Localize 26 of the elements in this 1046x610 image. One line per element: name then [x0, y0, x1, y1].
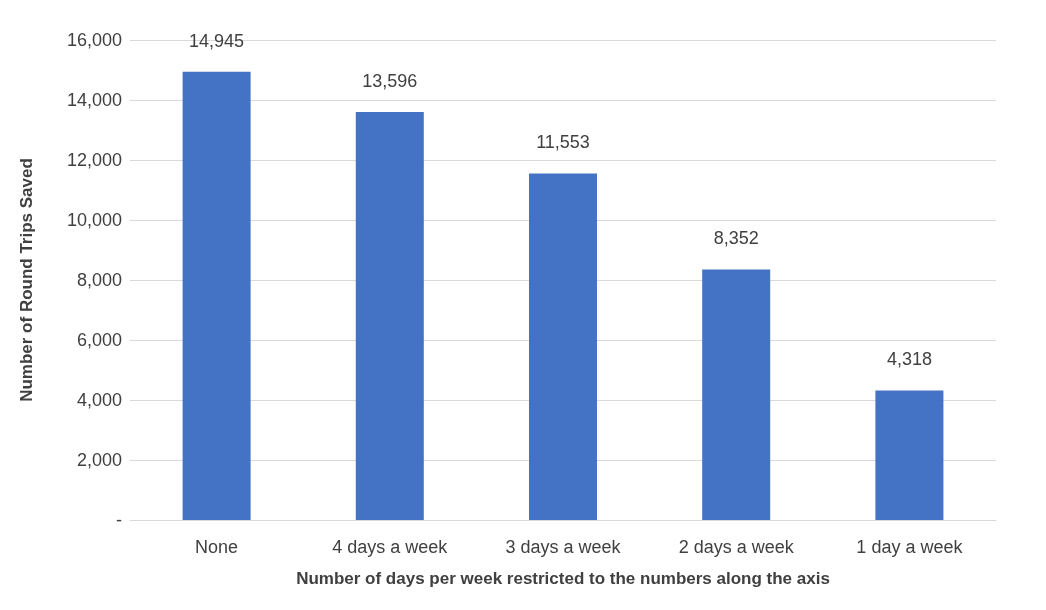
data-label: 13,596 [362, 71, 418, 92]
y-tick-label: 16,000 [66, 30, 122, 50]
y-tick-label: 2,000 [76, 450, 122, 470]
data-label: 11,553 [536, 132, 590, 153]
y-axis-title: Number of Round Trips Saved [17, 158, 36, 402]
bar [702, 269, 771, 520]
x-tick-label: 4 days a week [332, 537, 449, 557]
x-tick-label: 3 days a week [505, 537, 622, 557]
y-tick-label: 14,000 [66, 90, 122, 110]
bar [875, 390, 944, 520]
y-tick-label: 12,000 [66, 150, 122, 170]
data-label: 8,352 [713, 228, 759, 249]
bar [529, 173, 597, 520]
x-tick-label: 2 days a week [678, 537, 795, 557]
y-tick-label: 10,000 [66, 210, 122, 230]
bar [182, 71, 251, 520]
y-tick-label: - [116, 510, 122, 530]
x-tick-label: None [195, 537, 239, 557]
x-axis-title: Number of days per week restricted to the numbers along the axis [296, 569, 830, 588]
y-tick-label: 6,000 [76, 330, 122, 350]
x-tick-label: 1 day a week [856, 537, 964, 557]
y-tick-label: 4,000 [76, 390, 122, 410]
y-tick-label: 8,000 [76, 270, 122, 290]
data-label: 14,945 [189, 30, 245, 51]
bar [355, 112, 424, 520]
data-label: 4,318 [886, 349, 932, 370]
